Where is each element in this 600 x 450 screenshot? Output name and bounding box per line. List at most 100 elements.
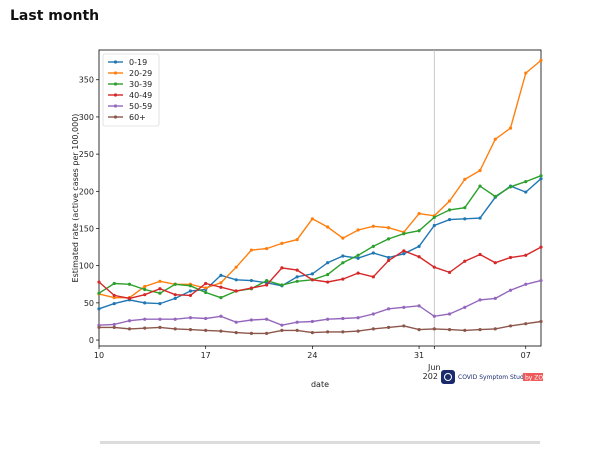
data-point	[478, 328, 482, 332]
data-point	[234, 331, 238, 335]
series-line	[98, 59, 542, 299]
data-point	[493, 327, 497, 331]
data-point	[463, 305, 467, 309]
series-0-19	[97, 177, 543, 311]
data-point	[249, 248, 254, 252]
data-point	[249, 286, 254, 290]
data-point	[524, 282, 528, 286]
data-point	[204, 328, 208, 332]
data-point	[493, 194, 497, 199]
data-point	[386, 258, 391, 263]
y-tick-label: 150	[79, 224, 94, 233]
legend-label: 60+	[129, 113, 146, 122]
data-point	[447, 217, 452, 222]
plot-frame	[98, 49, 542, 347]
data-point	[173, 327, 177, 331]
data-point	[158, 279, 162, 283]
data-point	[478, 184, 482, 188]
data-point	[127, 296, 132, 301]
data-point	[97, 323, 101, 327]
data-point	[204, 316, 208, 321]
data-point	[463, 206, 467, 210]
data-point	[417, 212, 421, 216]
legend: 0-19 20-29 30-39 40-49 50-59 60+	[102, 53, 160, 127]
data-point	[432, 265, 436, 269]
data-point	[234, 278, 238, 282]
data-point	[143, 326, 147, 330]
legend-label: 50-59	[129, 102, 152, 111]
data-point	[326, 261, 330, 265]
data-point	[280, 266, 284, 270]
data-point	[127, 282, 132, 286]
data-point	[219, 285, 223, 289]
legend-marker	[113, 60, 118, 64]
data-point	[417, 229, 421, 233]
data-point	[432, 314, 436, 318]
data-point	[326, 225, 330, 229]
data-point	[341, 261, 345, 265]
x-tick-label: 17	[201, 351, 211, 360]
data-point	[112, 322, 116, 327]
data-point	[508, 126, 513, 130]
data-point	[265, 283, 269, 287]
data-point	[417, 328, 421, 332]
data-point	[143, 284, 147, 289]
data-point	[173, 293, 177, 297]
data-point	[341, 316, 345, 321]
data-point	[356, 228, 360, 232]
data-point	[158, 291, 162, 295]
data-point	[188, 289, 193, 293]
legend-marker	[113, 71, 118, 75]
data-point	[402, 249, 406, 253]
data-point	[356, 329, 360, 333]
data-point	[280, 241, 284, 245]
data-point	[295, 328, 299, 332]
data-point	[539, 319, 543, 324]
data-point	[97, 291, 101, 295]
data-point	[463, 328, 467, 332]
data-point	[310, 319, 314, 324]
data-point	[432, 327, 436, 331]
data-point	[295, 279, 299, 283]
data-point	[143, 317, 147, 321]
data-point	[371, 275, 375, 279]
data-point	[310, 272, 314, 276]
data-point	[493, 261, 497, 265]
x-tick-label: 24	[307, 351, 317, 360]
data-point	[371, 327, 375, 331]
data-point	[249, 318, 254, 322]
data-point	[539, 174, 543, 178]
data-point	[493, 296, 497, 301]
data-point	[188, 293, 193, 298]
data-point	[402, 252, 406, 256]
data-point	[432, 223, 436, 228]
data-point	[112, 302, 116, 306]
y-tick-label: 200	[79, 187, 94, 196]
data-point	[173, 282, 177, 286]
data-point	[432, 215, 436, 219]
data-point	[478, 216, 482, 220]
data-point	[127, 319, 132, 323]
data-point	[265, 317, 269, 321]
data-point	[371, 251, 375, 255]
data-point	[158, 325, 162, 330]
x-axis-label: date	[311, 380, 329, 389]
data-point	[143, 301, 147, 305]
data-point	[158, 302, 162, 306]
logo-by-text: by ZOE	[525, 375, 547, 382]
data-point	[463, 259, 467, 263]
data-point	[326, 330, 330, 334]
data-point	[539, 278, 543, 283]
data-point	[234, 265, 238, 269]
page-title: Last month	[10, 8, 100, 24]
data-point	[341, 277, 345, 281]
data-point	[143, 287, 147, 292]
data-point	[158, 317, 162, 321]
legend-label: 30-39	[129, 80, 152, 89]
x-tick-label: 31	[414, 351, 424, 360]
data-point	[371, 244, 375, 248]
legend-box	[102, 53, 160, 127]
data-point	[219, 273, 223, 277]
